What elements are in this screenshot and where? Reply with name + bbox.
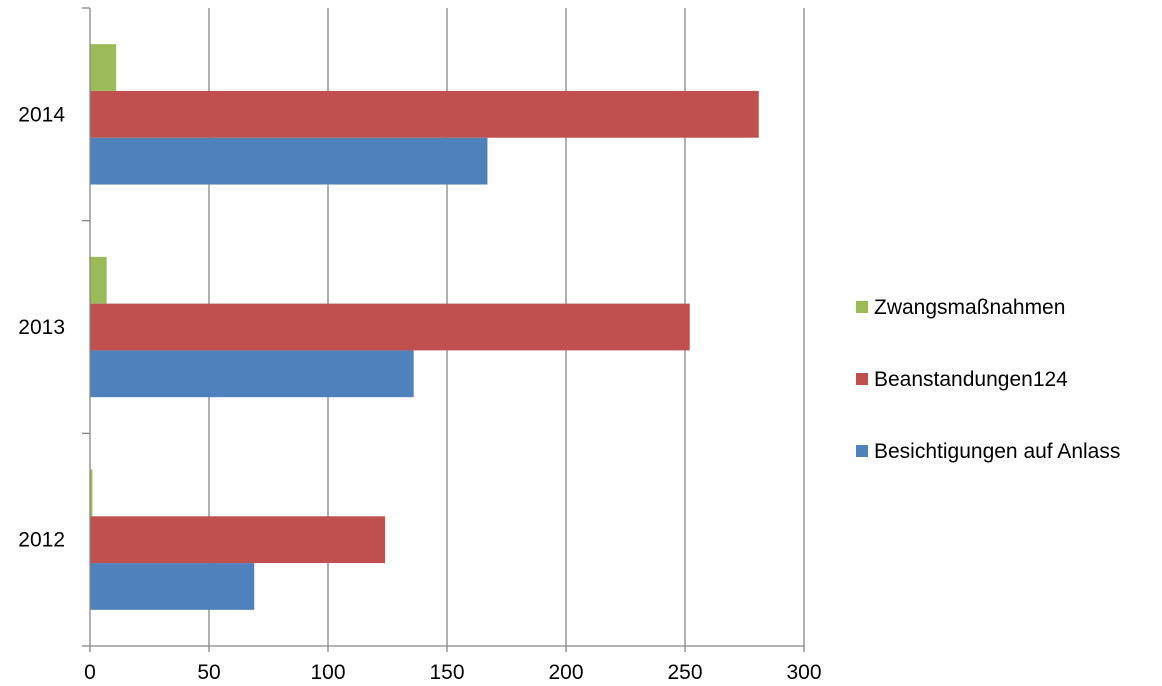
legend: Zwangsmaßnahmen Beanstandungen124 Besichti… — [856, 296, 1120, 463]
y-tick-label: 2014 — [18, 103, 65, 126]
legend-swatch — [856, 301, 868, 313]
legend-swatch — [856, 373, 868, 385]
y-tick-label: 2012 — [18, 529, 65, 552]
y-tick-label: 2013 — [18, 316, 65, 339]
bar-2012-zwangsmaßnahmen — [90, 469, 93, 517]
bar-2013-besichtigungen-auf-anlass — [90, 350, 414, 398]
bar-2013-zwangsmaßnahmen — [90, 256, 107, 304]
legend-label: Zwangsmaßnahmen — [874, 296, 1065, 319]
bars — [90, 44, 759, 610]
legend-label: Besichtigungen auf Anlass — [874, 440, 1120, 463]
x-tick-label: 300 — [786, 661, 821, 684]
legend-label: Beanstandungen124 — [874, 368, 1068, 391]
bar-2014-zwangsmaßnahmen — [90, 44, 117, 91]
x-tick-label: 200 — [548, 661, 583, 684]
bar-2014-beanstandungen124 — [90, 90, 759, 138]
x-tick-label: 50 — [197, 661, 220, 684]
legend-swatch — [856, 445, 868, 457]
bar-2013-beanstandungen124 — [90, 303, 690, 351]
x-tick-label: 250 — [667, 661, 702, 684]
axes: 0 50 100 150 200 250 300 2012 2013 2014 — [18, 7, 822, 684]
bar-2012-besichtigungen-auf-anlass — [90, 563, 255, 610]
bar-2012-beanstandungen124 — [90, 516, 386, 564]
x-tick-label: 0 — [84, 661, 96, 684]
bar-2014-besichtigungen-auf-anlass — [90, 137, 488, 185]
x-tick-label: 150 — [429, 661, 464, 684]
x-tick-label: 100 — [310, 661, 345, 684]
